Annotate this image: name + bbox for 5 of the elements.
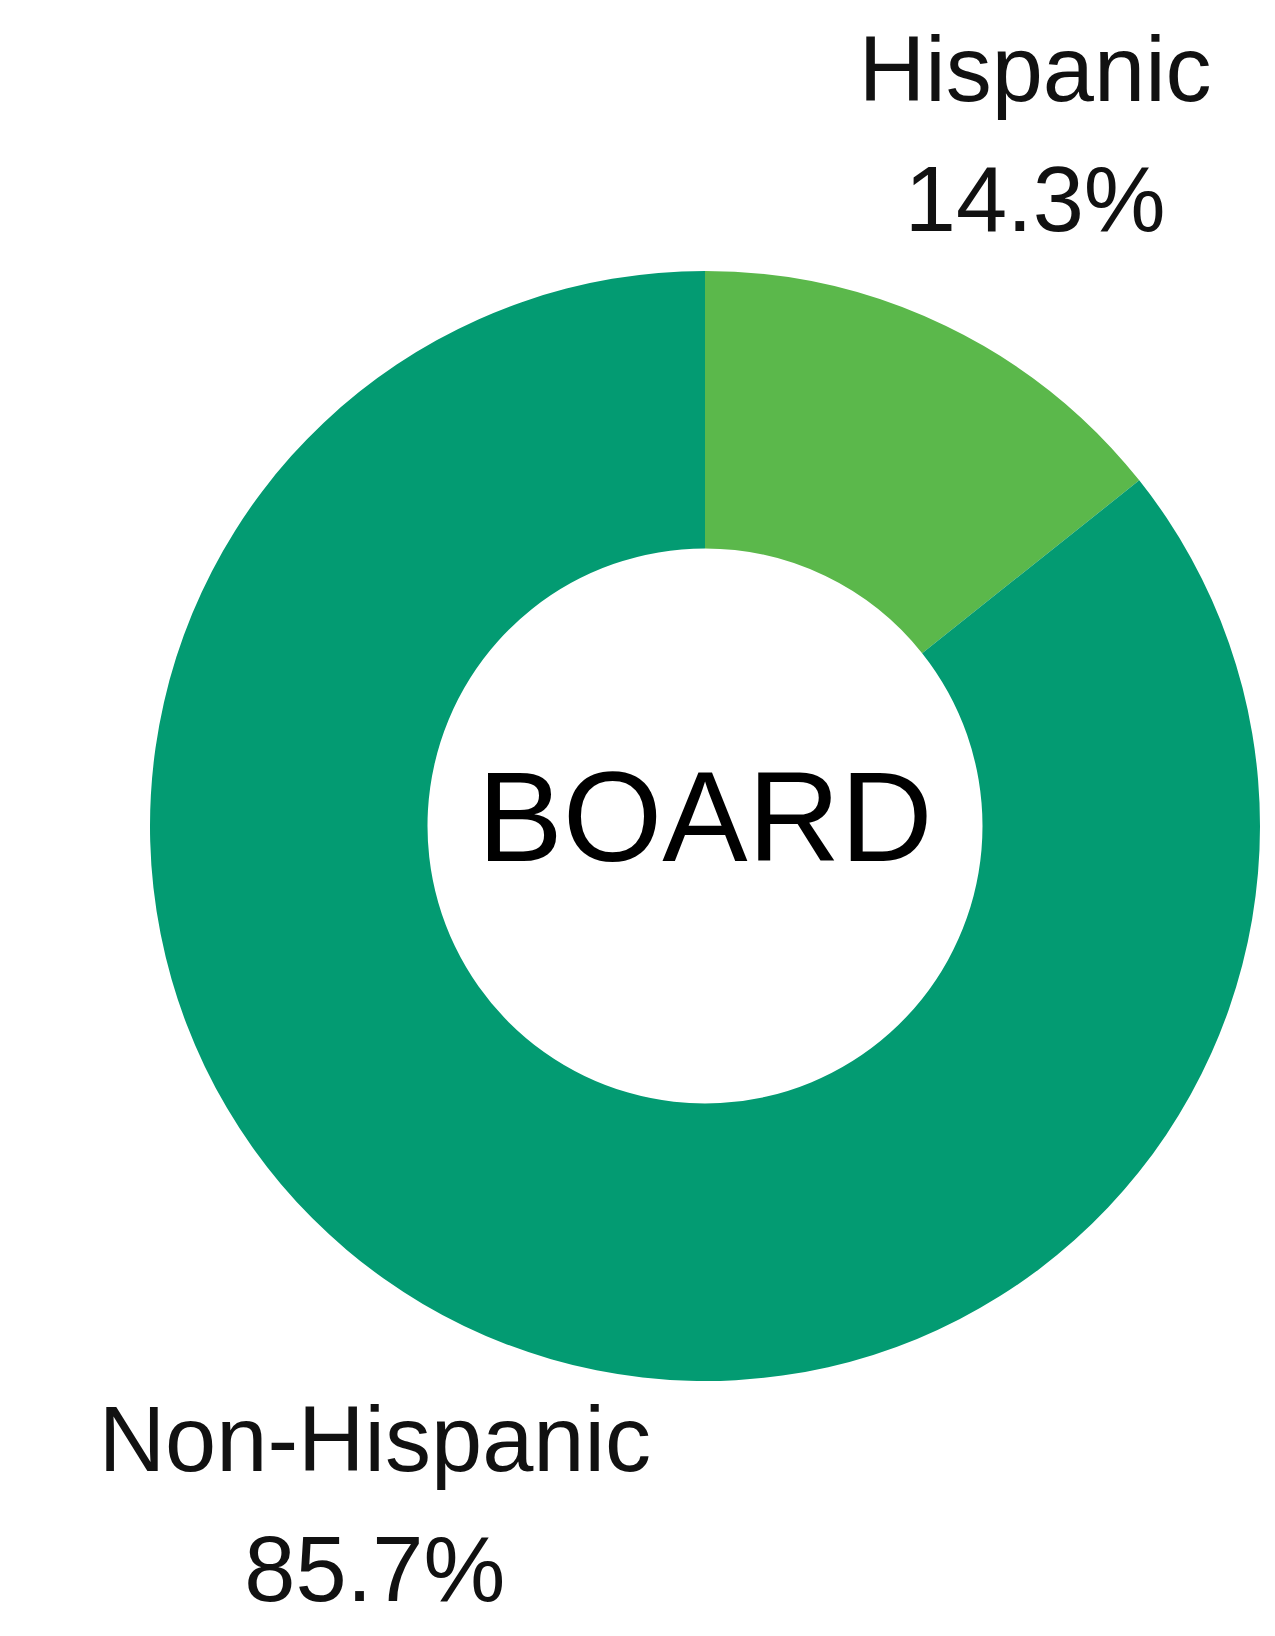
text: BOARD [477,745,933,889]
data-label: 14.3% [904,148,1166,251]
slice-label: Hispanic [858,18,1212,121]
slice-label: Non-Hispanic [98,1388,651,1491]
data-label: 85.7% [244,1518,506,1621]
